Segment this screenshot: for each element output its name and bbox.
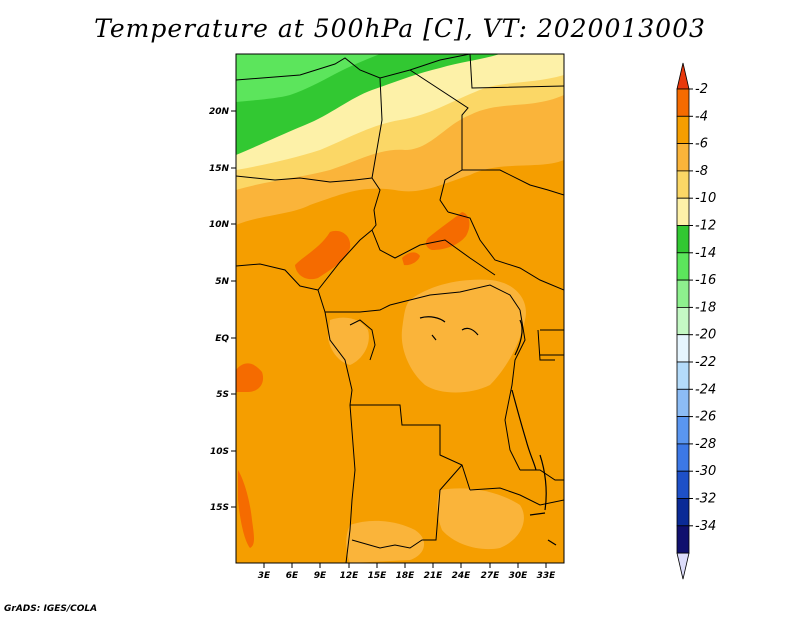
lat-label-eq: EQ bbox=[215, 334, 229, 344]
colorbar-label: -14 bbox=[695, 246, 716, 261]
colorbar-label: -20 bbox=[695, 328, 716, 343]
colorbar-swatch bbox=[676, 498, 690, 527]
colorbar-swatch bbox=[676, 443, 690, 472]
colorbar-label: -18 bbox=[695, 300, 716, 315]
colorbar-label: -10 bbox=[695, 191, 716, 206]
lon-label-18e: 18E bbox=[396, 571, 416, 581]
temperature-field bbox=[236, 54, 564, 563]
colorbar-swatch bbox=[676, 361, 690, 390]
colorbar-label: -8 bbox=[695, 164, 708, 179]
band-minus2-patch-1 bbox=[295, 230, 351, 280]
band-minus2-patch-5 bbox=[238, 470, 254, 548]
colorbar-label: -22 bbox=[695, 355, 716, 370]
lat-label-5s: 5S bbox=[216, 390, 229, 400]
lon-label-27e: 27E bbox=[481, 571, 501, 581]
colorbar-label: -6 bbox=[695, 137, 708, 152]
colorbar-label: -24 bbox=[695, 382, 716, 397]
map-frame bbox=[235, 53, 565, 564]
lakes bbox=[419, 316, 557, 546]
colorbar-swatch bbox=[676, 306, 690, 336]
lat-label-10n: 10N bbox=[209, 220, 230, 230]
lat-label-10s: 10S bbox=[210, 447, 229, 457]
band-minus14 bbox=[236, 54, 380, 102]
colorbar-swatch bbox=[676, 252, 690, 281]
colorbar-swatch bbox=[676, 388, 690, 417]
colorbar-swatch bbox=[676, 334, 690, 363]
lon-label-30e: 30E bbox=[509, 571, 529, 581]
colorbar-swatch bbox=[676, 170, 690, 199]
band-minus6-south-2 bbox=[346, 520, 425, 563]
grads-credit: GrADS: IGES/COLA bbox=[4, 604, 98, 614]
colorbar-label: -12 bbox=[695, 219, 716, 234]
colorbar-swatch bbox=[676, 279, 690, 308]
colorbar-label: -30 bbox=[695, 464, 716, 479]
band-minus6-west bbox=[328, 317, 369, 365]
lon-label-6e: 6E bbox=[286, 571, 299, 581]
colorbar-swatch bbox=[676, 143, 690, 172]
lon-label-24e: 24E bbox=[452, 571, 472, 581]
band-minus6-central bbox=[401, 279, 526, 393]
lat-label-5n: 5N bbox=[215, 277, 229, 287]
lon-label-3e: 3E bbox=[258, 571, 271, 581]
lat-label-15s: 15S bbox=[210, 503, 229, 513]
band-minus2-patch-2 bbox=[425, 212, 470, 250]
longitude-ticks bbox=[263, 563, 547, 568]
colorbar-swatch bbox=[676, 525, 690, 554]
colorbar-swatch bbox=[676, 88, 690, 117]
lat-label-20n: 20N bbox=[209, 107, 230, 117]
colorbar-swatch bbox=[676, 197, 690, 226]
lon-label-21e: 21E bbox=[424, 571, 444, 581]
colorbar-bottom-triangle bbox=[676, 552, 690, 580]
colorbar-swatch bbox=[676, 115, 690, 145]
lon-label-12e: 12E bbox=[340, 571, 360, 581]
country-borders bbox=[236, 54, 564, 563]
longitude-labels: 3E 6E 9E 12E 15E 18E 21E 24E 27E 30E 33E bbox=[258, 571, 556, 581]
colorbar-label: -32 bbox=[695, 492, 716, 507]
lon-label-15e: 15E bbox=[368, 571, 388, 581]
colorbar-label: -2 bbox=[695, 82, 708, 97]
band-minus2-patch-3 bbox=[402, 252, 420, 266]
latitude-ticks bbox=[231, 110, 236, 508]
colorbar-swatch bbox=[676, 416, 690, 445]
lon-label-9e: 9E bbox=[314, 571, 327, 581]
colorbar-label: -16 bbox=[695, 273, 716, 288]
latitude-labels: 20N 15N 10N 5N EQ 5S 10S 15S bbox=[209, 107, 230, 513]
lon-label-33e: 33E bbox=[537, 571, 557, 581]
colorbar-label: -26 bbox=[695, 410, 716, 425]
colorbar-top-triangle bbox=[676, 62, 690, 90]
chart-title: Temperature at 500hPa [C], VT: 202001300… bbox=[94, 14, 706, 43]
colorbar-label: -4 bbox=[695, 109, 708, 124]
colorbar-label: -34 bbox=[695, 519, 716, 534]
band-minus2-patch-4 bbox=[236, 363, 264, 392]
colorbar-swatch bbox=[676, 225, 690, 254]
colorbar-swatch bbox=[676, 470, 690, 499]
colorbar-label: -28 bbox=[695, 437, 716, 452]
colorbar: -2 -4 -6 -8 -10 -12 -14 -16 -18 -20 -22 -24 -26 -28 -3… bbox=[676, 62, 716, 580]
lat-label-15n: 15N bbox=[209, 164, 230, 174]
band-minus6-south-1 bbox=[437, 488, 524, 550]
